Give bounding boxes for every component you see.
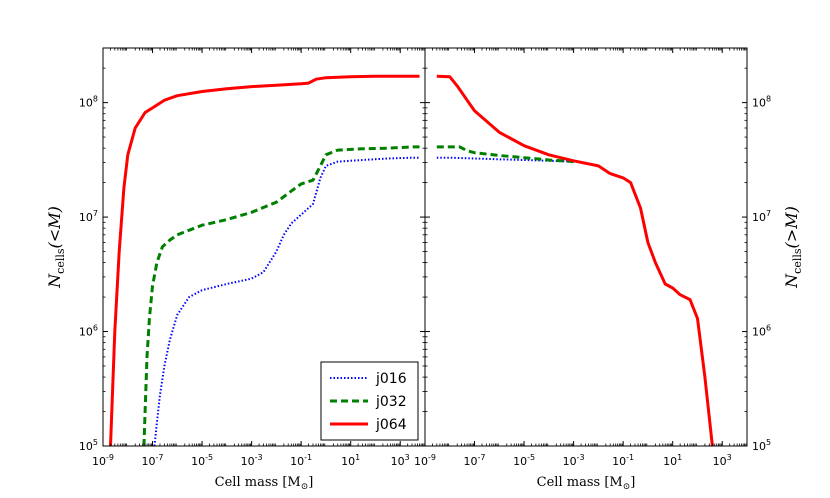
right-x-tick-label: 10-9 (414, 453, 436, 468)
left-x-tick-label: 103 (391, 453, 410, 468)
right-series-j032 (436, 145, 574, 164)
right-plot-frame (424, 47, 748, 447)
left-x-tick-label: 10-9 (92, 453, 114, 468)
left-y-tick-label: 108 (79, 95, 98, 110)
right-series-j016 (436, 156, 574, 163)
right-y-tick-label: 107 (752, 209, 771, 224)
legend: j016 j032 j064 (320, 361, 419, 441)
left-x-tick-label: 10-5 (191, 453, 213, 468)
right-x-tick-label: 10-3 (563, 453, 585, 468)
left-y-tick-label: 106 (79, 324, 98, 339)
right-series-j064 (436, 74, 714, 446)
right-x-tick-label: 103 (713, 453, 732, 468)
right-y-tick-label: 105 (752, 438, 771, 453)
left-y-tick-label: 105 (79, 438, 98, 453)
right-y-tick-label: 106 (752, 324, 771, 339)
right-y-axis-label: Ncells(>M) (782, 206, 804, 289)
left-series-j016 (153, 156, 420, 446)
left-x-tick-label: 10-1 (290, 453, 312, 468)
legend-label-j016: j016 (375, 371, 407, 387)
right-x-tick-label: 10-1 (612, 453, 634, 468)
left-x-axis-label: Cell mass [M⊙] (215, 475, 314, 492)
left-y-axis-label: Ncells(<M) (45, 206, 67, 289)
left-series-j032 (142, 145, 420, 446)
right-x-axis-label: Cell mass [M⊙] (537, 475, 636, 492)
left-panel: 10-9 10-7 10-5 10-3 10-1 101 103 105 106 107 108 (79, 48, 425, 468)
legend-label-j032: j032 (375, 394, 407, 410)
right-y-tick-label: 108 (752, 95, 771, 110)
right-x-tick-label: 101 (663, 453, 682, 468)
legend-box (320, 361, 419, 441)
right-panel: 10-9 10-7 10-5 10-3 10-1 101 103 105 106 107 108 (414, 48, 771, 468)
left-series-j064 (109, 74, 420, 446)
left-x-tick-label: 10-7 (142, 453, 164, 468)
right-x-tick-label: 10-5 (513, 453, 535, 468)
legend-label-j064: j064 (375, 417, 407, 433)
right-x-tick-label: 10-7 (464, 453, 486, 468)
left-y-tick-label: 107 (79, 209, 98, 224)
left-x-tick-label: 101 (341, 453, 360, 468)
left-x-tick-label: 10-3 (241, 453, 263, 468)
